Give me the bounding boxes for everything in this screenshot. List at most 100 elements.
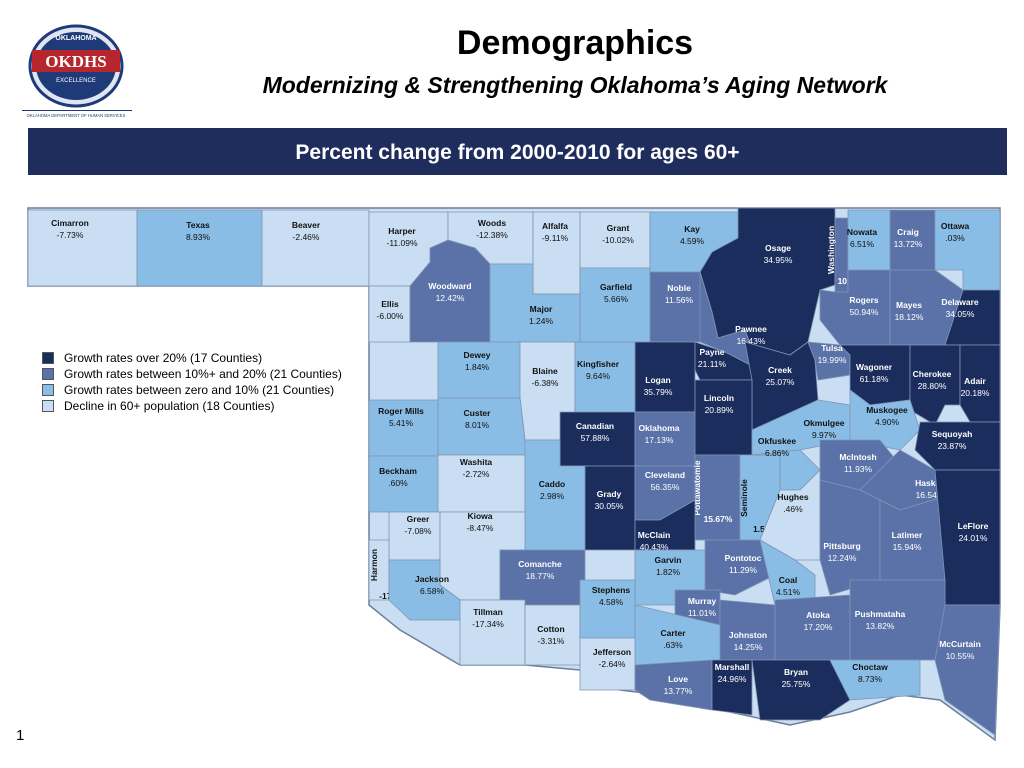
county-name: Ottawa bbox=[941, 221, 970, 231]
county-grant: Grant -10.02% bbox=[579, 211, 651, 269]
legend-item: Growth rates between 10%+ and 20% (21 Co… bbox=[42, 366, 342, 382]
county-name: Mayes bbox=[896, 300, 922, 310]
county-shape bbox=[634, 659, 713, 711]
county-name: Haskell bbox=[915, 478, 945, 488]
county-value: -6.38% bbox=[532, 378, 559, 388]
county-name: Coal bbox=[779, 575, 797, 585]
county-name: Beaver bbox=[292, 220, 321, 230]
county-value: 13.82% bbox=[866, 621, 895, 631]
county-greer: Greer -7.08% bbox=[388, 511, 441, 561]
county-coal: Coal 4.51% bbox=[759, 539, 816, 606]
county-name: Logan bbox=[645, 375, 671, 385]
county-name: Kiowa bbox=[467, 511, 492, 521]
county-name: Cimarron bbox=[51, 218, 89, 228]
county-name: Garvin bbox=[655, 555, 682, 565]
county-lincoln: Lincoln 20.89% bbox=[694, 379, 753, 456]
county-shape bbox=[524, 604, 581, 666]
county-value: 14.25% bbox=[734, 642, 763, 652]
county-value: 5.41% bbox=[389, 418, 414, 428]
county-shape bbox=[711, 659, 753, 716]
county-value: 20.18% bbox=[961, 388, 990, 398]
county-name: LeFlore bbox=[958, 521, 989, 531]
county-value: 61.18% bbox=[860, 374, 889, 384]
county-value: .46% bbox=[783, 504, 803, 514]
county-name: Pottawatomie bbox=[692, 460, 702, 516]
county-value: 1.82% bbox=[656, 567, 681, 577]
county-value: -9.11% bbox=[542, 233, 569, 243]
county-name: Major bbox=[530, 304, 553, 314]
legend-item: Growth rates between zero and 10% (21 Co… bbox=[42, 382, 342, 398]
county-value: 1.84% bbox=[465, 362, 490, 372]
county-sequoyah: Sequoyah 23.87% bbox=[914, 421, 1001, 471]
county-beaver: Beaver -2.46% bbox=[261, 209, 370, 287]
county-pushmataha: Pushmataha 13.82% bbox=[849, 579, 946, 661]
county-value: 1.24% bbox=[529, 316, 554, 326]
county-cotton: Cotton -3.31% bbox=[524, 604, 581, 666]
county-value: 11.01% bbox=[688, 608, 717, 618]
county-value: 15.67% bbox=[704, 514, 733, 524]
county-name: Harmon bbox=[369, 549, 379, 581]
county-value: 8.73% bbox=[858, 674, 883, 684]
county-name: Pawnee bbox=[735, 324, 767, 334]
county-name: Stephens bbox=[592, 585, 631, 595]
county-name: Texas bbox=[186, 220, 210, 230]
county-value: -6.00% bbox=[377, 311, 404, 321]
county-value: -11.09% bbox=[386, 238, 417, 248]
county-name: Payne bbox=[699, 347, 724, 357]
section-banner: Percent change from 2000-2010 for ages 6… bbox=[28, 128, 1007, 175]
county-value: -2.64% bbox=[599, 659, 626, 669]
county-shape bbox=[579, 267, 651, 343]
county-value: 6.86% bbox=[765, 448, 790, 458]
county-value: 10.55% bbox=[946, 651, 975, 661]
county-mccurtain: McCurtain 10.55% bbox=[934, 604, 1001, 736]
county-value: 8.01% bbox=[465, 420, 490, 430]
county-value: 35.79% bbox=[644, 387, 673, 397]
county-name: Muskogee bbox=[866, 405, 908, 415]
county-value: 6.58% bbox=[420, 586, 445, 596]
county-value: 17.13% bbox=[645, 435, 674, 445]
county-value: -2.72% bbox=[463, 469, 490, 479]
county-shape bbox=[704, 539, 776, 596]
county-shape bbox=[849, 579, 946, 661]
county-name: Noble bbox=[667, 283, 691, 293]
county-kingfisher: Kingfisher 9.64% bbox=[574, 341, 636, 413]
county-stephens: Stephens 4.58% bbox=[579, 579, 636, 639]
county-value: 20.89% bbox=[705, 405, 734, 415]
county-delaware: Delaware 34.05% bbox=[941, 289, 1001, 346]
county-name: Pushmataha bbox=[855, 609, 906, 619]
county-name: Adair bbox=[964, 376, 986, 386]
county-beckham: Beckham .60% bbox=[368, 455, 439, 513]
county-name: Grant bbox=[607, 223, 630, 233]
county-value: 15.94% bbox=[893, 542, 922, 552]
legend-item: Decline in 60+ population (18 Counties) bbox=[42, 398, 342, 414]
county-value: 57.88% bbox=[581, 433, 610, 443]
legend-label: Growth rates over 20% (17 Counties) bbox=[64, 351, 263, 365]
county-value: 12.24% bbox=[828, 553, 857, 563]
county-value: -17.34% bbox=[472, 619, 504, 629]
county-shape bbox=[694, 379, 753, 456]
legend-swatch-over-20 bbox=[42, 352, 54, 364]
county-value: 2.98% bbox=[540, 491, 565, 501]
county-grady: Grady 30.05% bbox=[584, 465, 636, 551]
county-name: Washita bbox=[460, 457, 493, 467]
county-value: 17.20% bbox=[804, 622, 833, 632]
county-canadian: Canadian 57.88% bbox=[559, 411, 636, 467]
county-value: 23.87% bbox=[938, 441, 967, 451]
county-shape bbox=[829, 659, 921, 701]
county-comanche: Comanche 18.77% bbox=[499, 549, 586, 606]
county-name: Murray bbox=[688, 596, 717, 606]
county-name: Kay bbox=[684, 224, 700, 234]
county-shape bbox=[934, 604, 1001, 736]
county-name: Okfuskee bbox=[758, 436, 797, 446]
county-value: -2.46% bbox=[293, 232, 320, 242]
county-oklahoma: Oklahoma 17.13% bbox=[634, 411, 696, 467]
page-number: 1 bbox=[16, 727, 25, 744]
county-value: 11.29% bbox=[729, 565, 758, 575]
county-value: -7.73% bbox=[57, 230, 84, 240]
county-custer: Custer 8.01% bbox=[437, 397, 526, 456]
county-value: 13.72% bbox=[894, 239, 923, 249]
county-name: Choctaw bbox=[852, 662, 888, 672]
county-shape bbox=[634, 499, 696, 551]
